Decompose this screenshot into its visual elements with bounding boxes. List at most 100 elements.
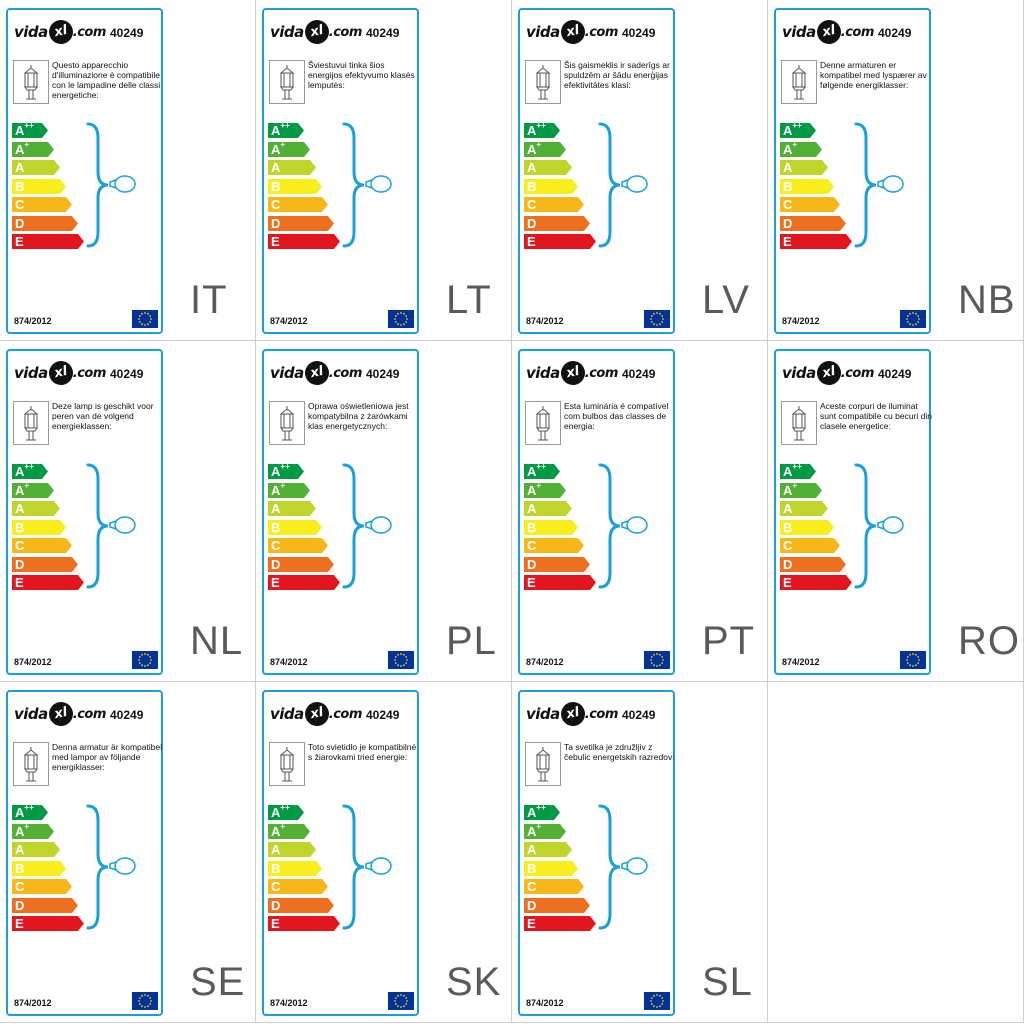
energy-label-card: vida xl .com 40249 Denna armatur är kompatib…: [6, 690, 163, 1016]
energy-class-scale: A++ A+ A B C D E: [12, 463, 84, 596]
energy-class-label: A++: [783, 121, 802, 139]
energy-class-bar: B: [12, 519, 66, 535]
energy-class-scale: A++ A+ A B C D E: [12, 122, 84, 255]
regulation-number: 874/2012: [270, 998, 308, 1008]
energy-class-bar: A: [268, 842, 316, 857]
energy-class-bar: A++: [524, 804, 560, 820]
eu-flag-icon: [132, 992, 158, 1010]
language-code: PT: [702, 619, 756, 663]
brand-logo-xl: xl: [302, 699, 332, 729]
energy-class-bar: A++: [12, 804, 48, 820]
brand-logo-vida: vida: [270, 705, 304, 723]
lantern-icon: [269, 60, 305, 104]
energy-label-card: vida xl .com 40249 Oprawa oświetleniowa jest…: [262, 349, 419, 675]
compatibility-text: Šis gaismeklis ir saderīgs ar spuldzēm a…: [564, 60, 670, 90]
energy-label-card: vida xl .com 40249 Šviestuvui tinka šios ene…: [262, 8, 419, 334]
brand-logo: vida xl .com: [14, 699, 106, 729]
energy-class-label: A+: [527, 821, 542, 839]
energy-class-scale: A++ A+ A B C D E: [780, 463, 852, 596]
energy-class-label: C: [15, 197, 25, 212]
brand-logo: vida xl .com: [782, 17, 874, 47]
energy-class-bar: C: [12, 197, 72, 212]
energy-class-label: D: [15, 897, 25, 913]
energy-class-scale: A++ A+ A B C D E: [524, 463, 596, 596]
lantern-icon: [13, 742, 49, 786]
energy-label-cell: vida xl .com 40249 Esta luminária é compatív…: [512, 341, 768, 682]
brand-logo: vida xl .com: [782, 358, 875, 388]
energy-class-bar: A+: [780, 140, 822, 157]
regulation-number: 874/2012: [270, 316, 308, 326]
energy-class-label: B: [271, 519, 281, 535]
energy-class-label: A: [783, 501, 793, 516]
energy-class-bar: A: [12, 501, 60, 516]
energy-class-scale: A++ A+ A B C D E: [268, 463, 340, 596]
brand-logo-vida: vida: [526, 364, 560, 382]
energy-class-bar: A: [780, 501, 828, 516]
energy-label-card: vida xl .com 40249 Denne armaturen er kompat…: [774, 8, 931, 334]
energy-class-label: E: [783, 234, 792, 249]
brand-logo-com: .com: [840, 365, 875, 381]
energy-class-label: B: [271, 178, 281, 194]
brand-logo-vida: vida: [526, 705, 560, 723]
energy-class-bar: A++: [524, 122, 560, 138]
energy-label-card: vida xl .com 40249 Aceste corpuri de ilumina…: [774, 349, 932, 675]
regulation-number: 874/2012: [782, 316, 820, 326]
energy-class-bar: D: [780, 556, 846, 572]
energy-label-cell: vida xl .com 40249 Denna armatur är kompatib…: [0, 682, 256, 1023]
energy-class-bar: C: [524, 197, 584, 212]
energy-class-label: A: [783, 160, 793, 175]
energy-class-label: B: [527, 860, 537, 876]
energy-class-label: B: [527, 178, 537, 194]
energy-class-bar: B: [12, 860, 66, 876]
lantern-icon: [525, 60, 561, 104]
energy-class-label: C: [15, 538, 25, 553]
energy-class-bar: A++: [268, 804, 304, 820]
bulb-icon: [364, 513, 394, 537]
brand-logo-vida: vida: [782, 364, 816, 382]
energy-class-label: A+: [527, 139, 542, 157]
energy-class-bar: D: [524, 897, 590, 913]
energy-class-bar: C: [780, 538, 840, 553]
energy-class-label: A: [15, 160, 25, 175]
energy-class-bar: A+: [268, 140, 310, 157]
eu-flag-icon: [900, 310, 926, 328]
brand-logo-com: .com: [584, 24, 619, 40]
brand-logo-com: .com: [328, 365, 363, 381]
language-code: IT: [190, 278, 228, 322]
energy-class-bar: C: [12, 879, 72, 894]
product-code: 40249: [110, 367, 144, 381]
brand-logo-com: .com: [328, 24, 363, 40]
energy-label-cell: vida xl .com 40249 Aceste corpuri de ilumina…: [768, 341, 1024, 682]
energy-label-cell: vida xl .com 40249 Šis gaismeklis ir saderīg…: [512, 0, 768, 341]
language-code: NL: [190, 619, 244, 663]
energy-class-label: C: [271, 879, 281, 894]
range-brace: [850, 120, 880, 250]
energy-class-bar: D: [524, 215, 590, 231]
energy-class-bar: C: [268, 879, 328, 894]
energy-class-label: C: [527, 538, 537, 553]
eu-flag-icon: [132, 651, 158, 669]
energy-class-bar: E: [524, 916, 596, 931]
brand-logo-vida: vida: [14, 705, 48, 723]
brand-logo-xl: xl: [814, 358, 844, 388]
energy-label-cell: vida xl .com 40249 Questo apparecchio d'illu…: [0, 0, 256, 341]
energy-class-label: B: [527, 519, 537, 535]
range-brace: [594, 461, 624, 591]
energy-class-bar: B: [12, 178, 66, 194]
range-brace: [338, 461, 368, 591]
bulb-icon: [876, 513, 906, 537]
energy-class-bar: A++: [12, 122, 48, 138]
energy-class-label: C: [783, 197, 793, 212]
energy-class-scale: A++ A+ A B C D E: [12, 804, 84, 937]
range-brace: [594, 802, 624, 932]
energy-class-label: E: [271, 234, 280, 249]
empty-cell: [768, 682, 1024, 1023]
compatibility-text: Ta svetilka je združljiv z čebulic energ…: [564, 742, 675, 762]
brand-logo-xl: xl: [46, 358, 76, 388]
bulb-icon: [876, 172, 906, 196]
energy-class-scale: A++ A+ A B C D E: [524, 804, 596, 937]
brand-logo-vida: vida: [14, 364, 48, 382]
energy-class-bar: D: [780, 215, 846, 231]
lantern-icon: [781, 60, 817, 104]
energy-class-bar: A+: [524, 139, 566, 157]
